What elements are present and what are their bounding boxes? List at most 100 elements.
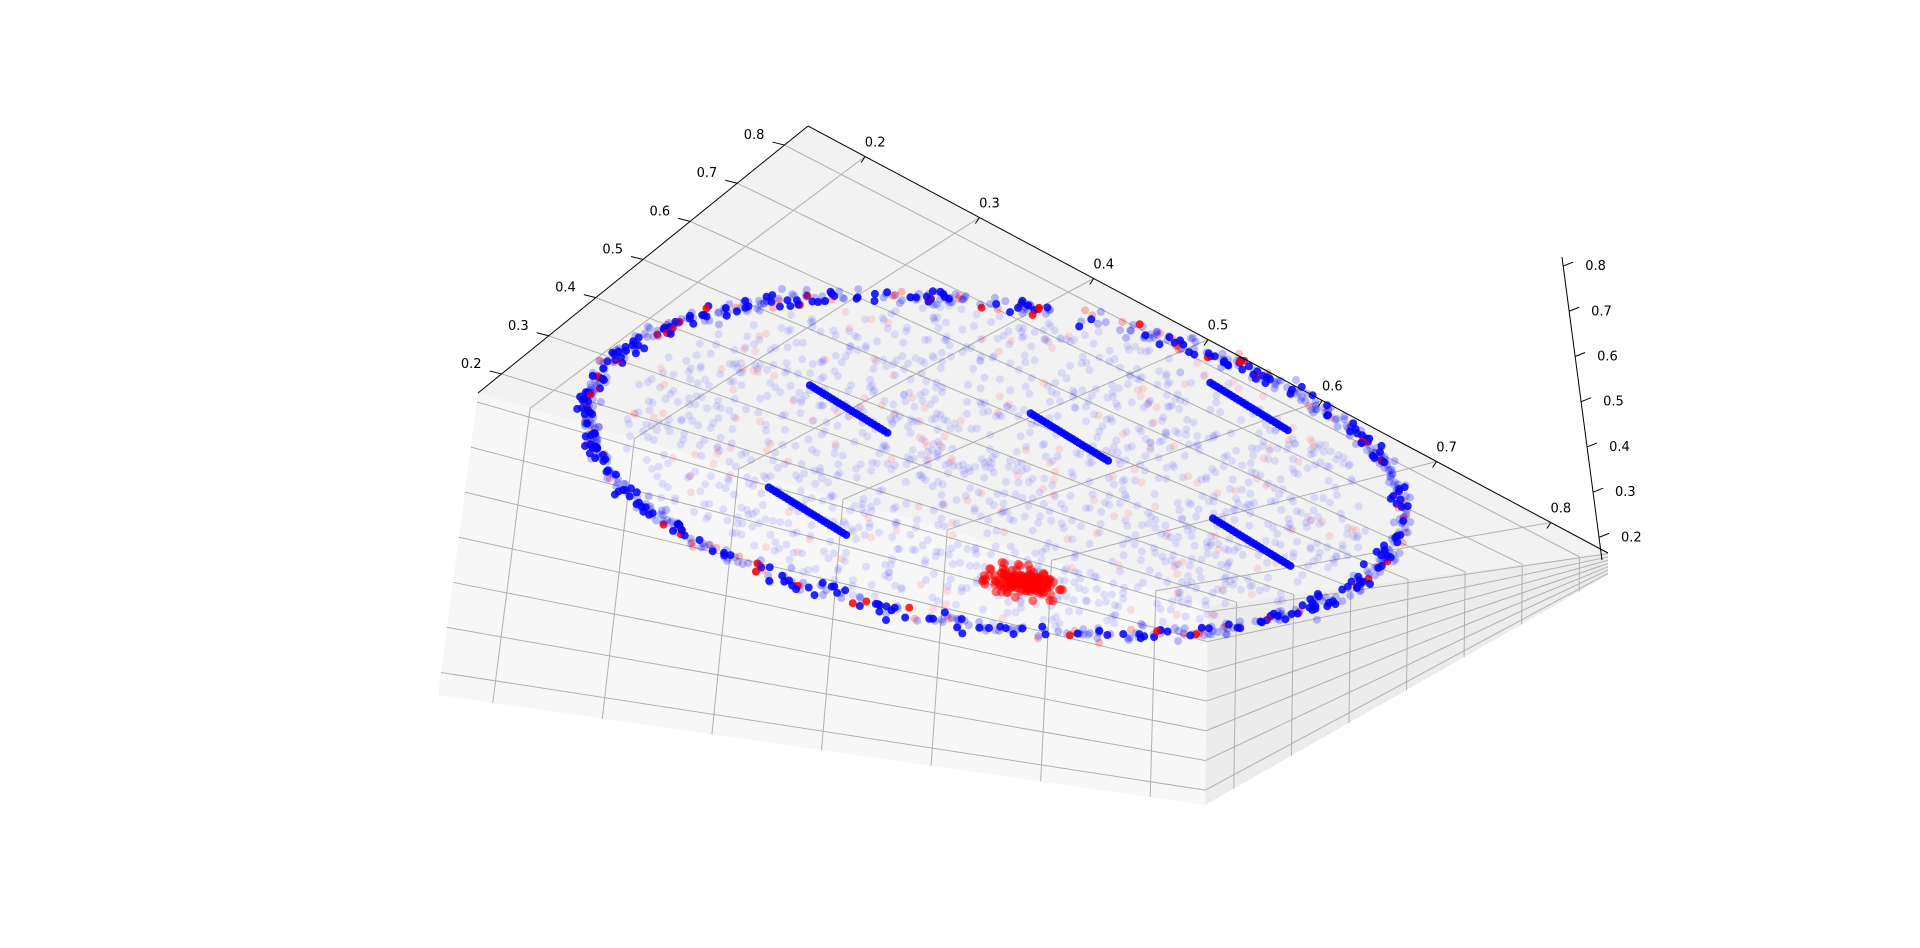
scatter-point: [778, 441, 787, 449]
scatter-point: [947, 544, 956, 553]
scatter-point: [1223, 562, 1232, 571]
scatter-point: [991, 542, 1000, 551]
scatter-point: [658, 479, 667, 488]
scatter-point: [1327, 403, 1336, 412]
scatter-point: [763, 391, 772, 400]
scatter-point: [768, 456, 777, 465]
scatter-point: [944, 614, 953, 623]
x-tick-label: 0.2: [865, 136, 886, 151]
scatter-point: [766, 439, 775, 448]
scatter-point: [1184, 498, 1193, 507]
scatter-point: [709, 418, 718, 427]
scatter-point: [1028, 526, 1037, 535]
scatter-point: [952, 496, 961, 505]
scatter-point: [1112, 399, 1121, 408]
scatter-point: [934, 447, 943, 455]
scatter-point: [834, 564, 843, 573]
scatter-point: [1051, 379, 1060, 387]
scatter-point: [1017, 598, 1025, 607]
scatter-point: [819, 591, 827, 599]
scatter-point: [1101, 498, 1109, 507]
scatter-point: [940, 608, 949, 617]
scatter-point: [753, 368, 762, 377]
scatter-point: [721, 303, 730, 312]
scatter-point: [1067, 468, 1076, 477]
scatter-point: [1391, 533, 1400, 542]
scatter-point: [673, 398, 682, 407]
scatter-point: [1217, 363, 1226, 372]
scatter-point: [744, 479, 753, 488]
scatter-point: [1287, 610, 1296, 618]
scatter-point: [1049, 490, 1058, 499]
scatter-point: [1043, 575, 1053, 585]
scatter-point: [856, 460, 865, 469]
scatter-point: [818, 496, 827, 505]
scatter-point: [703, 404, 712, 413]
scatter-point: [1005, 400, 1014, 409]
scatter-point: [1149, 418, 1158, 427]
z-axis-line: [1561, 256, 1603, 561]
scatter-point: [1401, 524, 1410, 533]
scatter-point: [870, 289, 879, 298]
scatter-point: [1353, 429, 1362, 438]
scatter-point: [911, 546, 920, 555]
scatter-point: [869, 364, 878, 373]
scatter-point: [1321, 441, 1330, 450]
scatter-point: [1235, 358, 1244, 366]
scatter-point: [831, 351, 840, 360]
scatter-point: [1187, 532, 1196, 541]
scatter-point: [620, 354, 629, 362]
scatter-point: [953, 623, 962, 632]
scatter-point: [1177, 598, 1186, 606]
scatter-point: [1323, 411, 1331, 420]
scatter-point: [647, 422, 656, 431]
scatter-point: [1174, 627, 1183, 635]
scatter-point: [886, 414, 895, 423]
scatter-point: [1253, 564, 1262, 573]
scatter-point: [888, 555, 897, 564]
scatter-point: [1238, 461, 1247, 470]
scatter-point: [1204, 349, 1213, 358]
scatter-point: [1186, 631, 1195, 640]
scatter-point: [1141, 331, 1150, 340]
scatter-point: [903, 323, 912, 332]
z-tick-mark: [1592, 487, 1604, 493]
scatter-point: [610, 490, 619, 499]
scatter-point: [1163, 402, 1172, 411]
scatter-point: [827, 289, 836, 298]
scatter-point: [856, 594, 865, 603]
scatter-point: [913, 417, 922, 426]
scatter-point: [1259, 454, 1268, 463]
scatter-point: [1289, 497, 1298, 506]
scatter-point: [1057, 585, 1067, 595]
scatter-point: [1000, 507, 1008, 516]
scatter-point: [670, 320, 679, 329]
scatter-point: [893, 545, 902, 554]
scatter-point: [1089, 410, 1098, 419]
scatter-point: [598, 450, 607, 459]
scatter-point: [1354, 502, 1363, 511]
scatter-point: [1284, 612, 1293, 620]
scatter-point: [1338, 544, 1347, 553]
scatter-point: [1234, 499, 1243, 508]
scatter-point: [888, 291, 897, 300]
scatter-point: [858, 504, 867, 513]
scatter-point: [1152, 403, 1161, 412]
scatter-point: [1001, 297, 1010, 305]
x-tick-mark: [1432, 461, 1437, 468]
scatter-point: [1384, 465, 1393, 474]
scatter-point: [1129, 320, 1138, 329]
z-tick-mark: [1568, 306, 1580, 312]
scatter-point: [1289, 455, 1297, 463]
scatter-point: [873, 497, 881, 506]
scatter-point: [1166, 605, 1175, 614]
scatter-point: [1218, 349, 1227, 358]
scatter-point: [954, 291, 963, 300]
scatter-point: [670, 496, 679, 505]
scatter-point: [586, 390, 595, 399]
scatter-point: [1062, 564, 1071, 573]
scatter-point: [1190, 541, 1199, 550]
scatter-point: [1003, 608, 1012, 617]
scatter-point: [1248, 581, 1257, 590]
scatter-point: [817, 401, 826, 410]
